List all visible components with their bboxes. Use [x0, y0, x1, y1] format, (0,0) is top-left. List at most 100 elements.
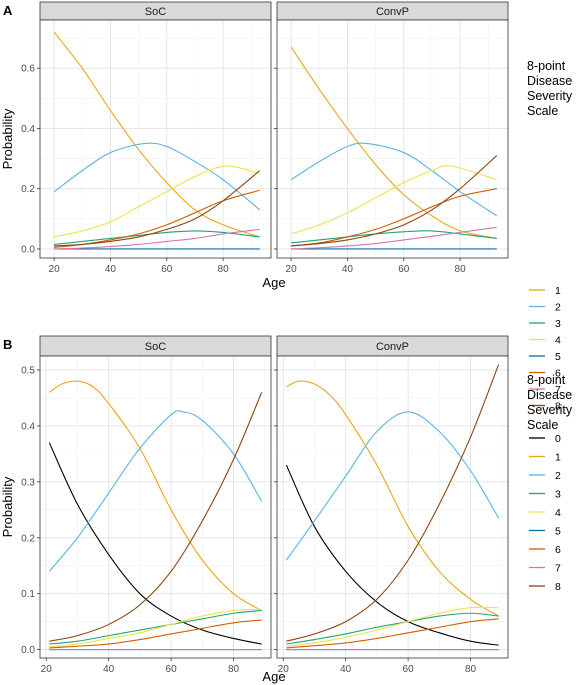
legend-title-line: 8-point	[527, 59, 566, 73]
series-line-1	[53, 31, 260, 238]
legend-title-line: Scale	[527, 418, 558, 432]
series-line-6	[291, 188, 497, 247]
x-axis-title: Age	[262, 275, 285, 290]
y-tick-label: 0.2	[21, 533, 35, 544]
series-line-8	[49, 392, 263, 642]
plot-background	[40, 20, 271, 258]
series-line-3	[286, 612, 499, 645]
series-line-2	[285, 411, 500, 561]
legend-label-4: 4	[555, 507, 561, 519]
x-tick-label: 20	[278, 664, 290, 675]
legend-label-4: 4	[555, 335, 561, 347]
plot-background	[277, 20, 508, 258]
x-tick-label: 20	[286, 264, 298, 275]
legend-label-8: 8	[555, 581, 561, 593]
facet-convp: ConvP 20 40 60 80	[274, 1, 509, 275]
legend-label-6: 6	[555, 544, 561, 556]
series-line-2	[53, 142, 261, 211]
series-line-8	[291, 155, 498, 247]
x-tick-label: 80	[218, 264, 230, 275]
y-axis-title: Probability	[0, 476, 15, 537]
y-tick-label: 0.4	[21, 421, 35, 432]
legend-label-7: 7	[555, 384, 561, 396]
series-line-1	[286, 380, 499, 617]
legend-title-line: Disease	[527, 74, 572, 88]
y-tick-label: 0.6	[21, 64, 35, 75]
legend-label-0: 0	[555, 433, 561, 445]
legend-label-8: 8	[555, 401, 561, 413]
panel-letter: B	[3, 337, 12, 352]
x-axis-title: Age	[262, 669, 285, 684]
plot-border	[39, 355, 272, 659]
chart-panel-A: A SoC 20 40 60 80 0.0 0.2 0.4 0.6 ConvP 20 40 60 80 Age…	[0, 1, 573, 413]
legend-title-line: 8-point	[527, 373, 566, 387]
x-tick-label: 40	[105, 264, 117, 275]
legend-title-line: Disease	[527, 388, 572, 402]
y-tick-label: 0.3	[21, 477, 35, 488]
facet-strip-label: ConvP	[376, 6, 409, 18]
legend-label-2: 2	[555, 470, 561, 482]
legend-label-1: 1	[555, 285, 561, 297]
x-tick-label: 60	[403, 664, 415, 675]
facet-strip-label: ConvP	[376, 341, 409, 353]
y-axis-title: Probability	[0, 108, 15, 169]
series-line-2	[290, 142, 498, 217]
series-line-8	[54, 170, 261, 247]
y-tick-label: 0.2	[21, 184, 35, 195]
facet-strip-label: SoC	[145, 6, 166, 18]
x-tick-label: 60	[398, 264, 410, 275]
legend-title-line: Severity	[527, 89, 573, 103]
series-line-7	[54, 228, 260, 250]
legend-label-3: 3	[555, 318, 561, 330]
x-tick-label: 80	[228, 664, 240, 675]
x-tick-label: 80	[465, 664, 477, 675]
legend-label-6: 6	[555, 368, 561, 380]
series-line-4	[49, 608, 262, 648]
x-tick-label: 20	[49, 264, 61, 275]
plot-border	[39, 19, 272, 259]
series-line-7	[291, 226, 497, 250]
series-line-0	[285, 464, 499, 646]
x-tick-label: 40	[342, 264, 354, 275]
legend-title-line: Scale	[527, 104, 558, 118]
series-line-3	[49, 609, 262, 645]
legend-label-2: 2	[555, 302, 561, 314]
series-line-3	[291, 230, 497, 244]
x-tick-label: 60	[166, 664, 178, 675]
legend-label-5: 5	[555, 351, 561, 363]
series-line-6	[49, 619, 262, 649]
y-tick-label: 0.1	[21, 589, 35, 600]
panel-letter: A	[3, 3, 13, 18]
legend-title-line: Severity	[527, 403, 573, 417]
y-tick-label: 0.0	[21, 645, 35, 656]
series-line-4	[286, 606, 499, 647]
series-line-1	[49, 380, 262, 611]
x-tick-label: 20	[41, 664, 53, 675]
series-line-8	[286, 364, 500, 642]
facet-convp: ConvP 20 40 60 80	[274, 335, 509, 675]
series-line-2	[48, 410, 263, 572]
series-line-1	[290, 46, 497, 239]
legend-label-5: 5	[555, 526, 561, 538]
legend-label-3: 3	[555, 489, 561, 501]
series-line-0	[48, 442, 262, 645]
x-tick-label: 80	[455, 264, 467, 275]
legend-label-1: 1	[555, 452, 561, 464]
legend-label-7: 7	[555, 563, 561, 575]
x-tick-label: 40	[103, 664, 115, 675]
y-tick-label: 0.0	[21, 244, 35, 255]
y-tick-label: 0.5	[21, 365, 35, 376]
series-line-6	[286, 618, 499, 649]
facet-strip-label: SoC	[145, 341, 166, 353]
x-tick-label: 60	[161, 264, 173, 275]
facet-soc: SoC 20 40 60 80 0.0 0.2 0.4 0.6	[21, 1, 272, 275]
series-line-4	[290, 165, 497, 235]
plot-border	[276, 19, 509, 259]
series-line-4	[53, 165, 260, 238]
facet-soc: SoC 20 40 60 80 0.0 0.1 0.2 0.3 0.4 0.5	[21, 335, 272, 675]
x-tick-label: 40	[340, 664, 352, 675]
